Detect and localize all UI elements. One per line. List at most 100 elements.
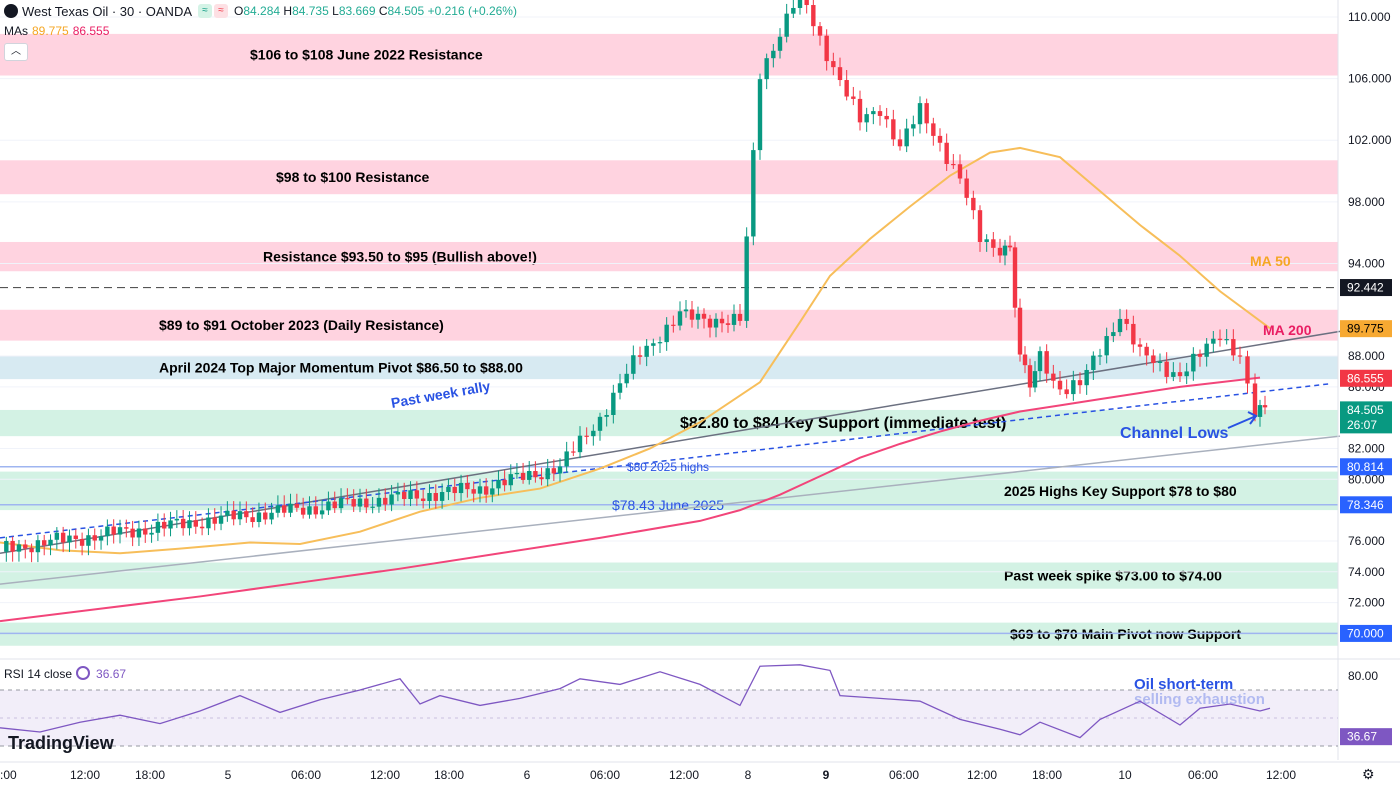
candle-up (1157, 361, 1163, 363)
gear-icon[interactable]: ⚙ (1362, 766, 1375, 782)
candle-up (218, 515, 224, 524)
rsi-legend[interactable]: RSI 14 close 36.67 (4, 666, 126, 681)
candle-up (1037, 351, 1043, 372)
candle-down (1231, 339, 1236, 356)
candle-down (1017, 307, 1023, 355)
buy-chip[interactable]: ≈ (198, 4, 213, 18)
price-label-box[interactable] (1340, 320, 1392, 338)
candle-up (288, 503, 293, 513)
candle-up (871, 111, 876, 115)
candle-up (777, 36, 783, 51)
candle-down (300, 507, 306, 515)
candle-down (584, 435, 589, 437)
candle-up (657, 342, 663, 344)
trendline[interactable] (0, 330, 1341, 555)
candle-up (439, 492, 445, 501)
candle-down (465, 482, 470, 490)
candle-up (225, 510, 230, 516)
candle-up (496, 479, 501, 489)
candle-up (370, 506, 375, 508)
tradingview-logo: TradingView (8, 733, 114, 754)
rsi-legend-value: 36.67 (96, 667, 127, 681)
candle-up (514, 472, 520, 475)
candle-up (1184, 371, 1189, 377)
candle-up (136, 528, 142, 538)
candle-up (1171, 372, 1176, 377)
candle-up (206, 517, 211, 529)
candle-up (174, 518, 180, 521)
candle-up (477, 486, 483, 494)
symbol-title[interactable]: West Texas Oil · 30 · OANDA (22, 3, 193, 19)
zone-support[interactable] (0, 409, 1338, 437)
line-label-80: $80 2025 highs (627, 460, 709, 474)
candle-down (42, 540, 47, 546)
candle-down (837, 67, 843, 81)
candle-down (263, 512, 268, 520)
candle-up (1091, 355, 1096, 370)
candle-down (951, 163, 956, 166)
candle-down (345, 498, 350, 500)
candle-down (1237, 355, 1243, 357)
zone-support[interactable] (0, 471, 1338, 511)
zone-pivot[interactable] (0, 356, 1338, 380)
zone-label: Past week spike $73.00 to $74.00 (1004, 568, 1222, 584)
candle-up (664, 324, 669, 343)
rsi-settings-icon[interactable] (76, 666, 91, 680)
ma-line-50[interactable] (0, 146, 1271, 555)
trendline[interactable] (0, 435, 1341, 585)
candle-up (427, 492, 432, 501)
candle-down (671, 324, 676, 326)
ma50-legend-value: 89.775 (32, 24, 69, 38)
price-label-box[interactable] (1340, 369, 1392, 387)
annotation-past-week-rally: Past week rally (390, 378, 492, 411)
sell-chip[interactable]: ≈ (214, 4, 229, 18)
candle-down (483, 486, 489, 495)
price-label-box[interactable] (1340, 458, 1392, 476)
candle-up (86, 535, 91, 546)
symbol-logo-icon (4, 4, 18, 18)
candle-up (1104, 336, 1109, 356)
candle-down (1151, 355, 1156, 363)
candle-down (701, 313, 707, 319)
candle-up (1097, 355, 1103, 357)
price-label-box[interactable] (1340, 279, 1392, 297)
zone-support[interactable] (0, 622, 1338, 646)
candle-down (1164, 361, 1169, 377)
candle-down (1012, 247, 1018, 308)
high-label: H (283, 4, 293, 18)
zone-resistance[interactable] (0, 241, 1338, 272)
candle-up (611, 392, 616, 415)
candle-up (35, 540, 41, 553)
chevron-up-icon[interactable]: ︿ (4, 43, 28, 61)
candle-up (651, 343, 656, 346)
price-label: 92.442 (1347, 281, 1384, 295)
candle-down (991, 239, 996, 248)
rsi-line[interactable] (0, 664, 1271, 739)
price-label-box[interactable] (1340, 401, 1392, 434)
ma-line-200[interactable] (0, 376, 1261, 623)
candle-up (577, 435, 583, 453)
candle-up (376, 497, 382, 507)
candle-down (143, 528, 148, 535)
candle-down (931, 123, 936, 136)
zone-support[interactable] (0, 562, 1338, 589)
tradingview-logo-text: TradingView (8, 733, 114, 753)
candle-down (1137, 344, 1143, 347)
candle-down (824, 35, 829, 62)
zone-resistance[interactable] (0, 160, 1338, 195)
candle-down (977, 210, 983, 242)
mas-legend[interactable]: MAs 89.775 86.555 (4, 24, 109, 38)
trendline[interactable] (0, 383, 1331, 539)
zone-resistance[interactable] (0, 33, 1338, 76)
price-label-box[interactable] (1340, 624, 1392, 642)
close-label: C (378, 4, 388, 18)
candle-up (67, 535, 72, 543)
candle-down (1245, 356, 1250, 384)
rsi-value-label: 36.67 (1347, 730, 1377, 744)
candle-up (591, 430, 596, 437)
candle-up (1204, 343, 1209, 357)
price-label: 78.346 (1347, 498, 1384, 512)
price-label-box[interactable] (1340, 496, 1392, 514)
rsi-band (0, 690, 1338, 746)
